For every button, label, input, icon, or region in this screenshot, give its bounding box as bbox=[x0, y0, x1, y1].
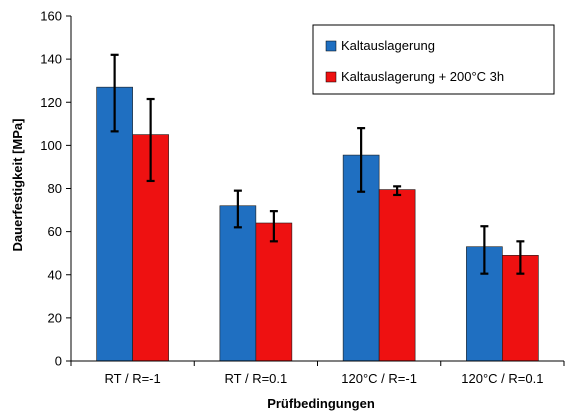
bar-kaltauslagerung-200-c-3h-120-c-r-1 bbox=[378, 189, 416, 362]
bar-kaltauslagerung-200-c-3h-rt-r-0-1 bbox=[255, 222, 293, 362]
error-bar-kaltauslagerung-200-c-3h-rt-r-0-1 bbox=[269, 210, 278, 243]
error-bar-kaltauslagerung-200-c-3h-120-c-r-1 bbox=[393, 185, 402, 197]
x-tick-label-120-c-r-0-1: 120°C / R=0.1 bbox=[461, 371, 543, 386]
x-axis-title: Prüfbedingungen bbox=[267, 396, 375, 411]
x-tick-label-rt-r-0-1: RT / R=0.1 bbox=[225, 371, 288, 386]
error-bar-kaltauslagerung-120-c-r-0-1 bbox=[480, 225, 489, 275]
error-bar-kaltauslagerung-rt-r-1 bbox=[110, 53, 119, 133]
y-tick-label-120: 120 bbox=[40, 95, 62, 110]
y-tick-label-80: 80 bbox=[48, 181, 62, 196]
error-bar-kaltauslagerung-200-c-3h-rt-r-1 bbox=[146, 97, 155, 183]
x-tick-label-120-c-r-1: 120°C / R=-1 bbox=[341, 371, 417, 386]
y-axis-title: Dauerfestigkeit [MPa] bbox=[10, 119, 25, 252]
legend-label-kaltauslagerung-200c: Kaltauslagerung + 200°C 3h bbox=[341, 69, 504, 84]
y-tick-label-20: 20 bbox=[48, 310, 62, 325]
legend: Kaltauslagerung Kaltauslagerung + 200°C … bbox=[312, 24, 555, 95]
y-tick-label-140: 140 bbox=[40, 52, 62, 67]
error-bars-group bbox=[110, 53, 525, 275]
legend-swatch-kaltauslagerung bbox=[325, 40, 337, 52]
legend-label-kaltauslagerung: Kaltauslagerung bbox=[341, 38, 435, 53]
y-tick-label-40: 40 bbox=[48, 267, 62, 282]
x-tick-label-rt-r-1: RT / R=-1 bbox=[105, 371, 161, 386]
bar-kaltauslagerung-rt-r-0-1 bbox=[219, 205, 257, 362]
y-tick-label-100: 100 bbox=[40, 138, 62, 153]
y-tick-label-160: 160 bbox=[40, 9, 62, 24]
legend-frame bbox=[312, 24, 555, 95]
x-axis-ticks: RT / R=-1 RT / R=0.1 120°C / R=-1 120°C / R… bbox=[70, 361, 565, 386]
y-tick-label-60: 60 bbox=[48, 224, 62, 239]
error-bar-kaltauslagerung-200-c-3h-120-c-r-0-1 bbox=[516, 240, 525, 275]
y-tick-label-0: 0 bbox=[55, 354, 62, 369]
error-bar-kaltauslagerung-rt-r-0-1 bbox=[233, 189, 242, 229]
error-bar-kaltauslagerung-120-c-r-1 bbox=[357, 127, 366, 193]
bars-group bbox=[96, 86, 539, 362]
legend-swatch-kaltauslagerung-200c bbox=[325, 71, 337, 83]
y-axis-ticks: 0 20 40 60 80 100 120 140 160 bbox=[40, 9, 71, 369]
